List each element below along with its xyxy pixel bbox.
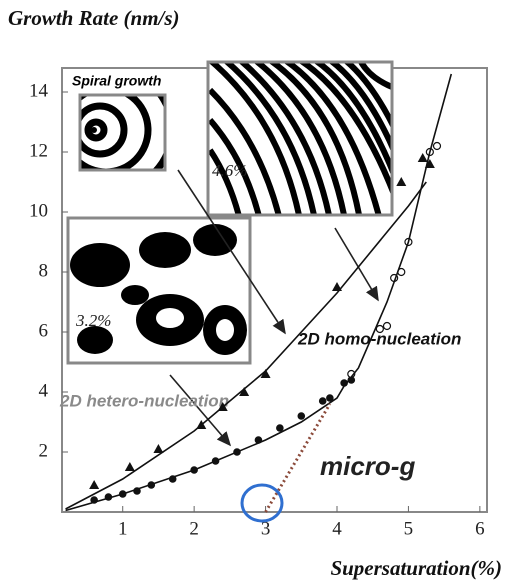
annotation: 2D hetero-nucleation: [59, 391, 229, 410]
x-tick-label: 1: [118, 518, 128, 539]
fit-line: [65, 73, 453, 512]
annotation: micro-g: [320, 451, 415, 481]
y-tick-label: 6: [39, 320, 49, 341]
x-tick-label: 5: [404, 518, 414, 539]
point: [347, 376, 356, 384]
point: [318, 397, 327, 405]
point: [239, 387, 250, 396]
arrow: [177, 169, 286, 335]
point: [375, 324, 384, 334]
inset-frame: [66, 216, 252, 365]
y-tick-label: 12: [29, 140, 48, 161]
y-tick-label: 10: [29, 200, 48, 221]
chart-title: Growth Rate (nm/s): [8, 6, 180, 30]
point: [382, 321, 392, 331]
arrow: [169, 374, 232, 447]
fit-line: [65, 181, 427, 510]
arrow: [334, 227, 379, 302]
inset-frame: [206, 60, 394, 217]
point: [153, 444, 164, 453]
point: [276, 424, 284, 432]
point: [396, 177, 407, 186]
point: [417, 153, 428, 162]
inset-label: 4.6%: [212, 161, 247, 180]
point: [432, 141, 442, 151]
point: [297, 412, 306, 420]
y-tick-label: 14: [29, 80, 49, 101]
spiral-inset: [80, 95, 165, 170]
annotation: Spiral growth: [72, 73, 161, 89]
fit-line: [264, 403, 332, 513]
point: [89, 480, 100, 489]
inset-label: 3.2%: [75, 311, 111, 330]
homo-inset: [208, 62, 392, 215]
inset-frame: [78, 93, 167, 172]
hetero-inset: [68, 218, 250, 363]
point: [260, 369, 271, 378]
x-tick-label: 4: [332, 518, 342, 539]
y-tick-label: 4: [39, 380, 49, 401]
highlight-circle: [240, 483, 284, 523]
point: [124, 462, 135, 471]
y-tick-label: 2: [39, 440, 49, 461]
x-axis-label: Supersaturation(%): [330, 556, 502, 580]
x-tick-label: 3: [261, 518, 271, 539]
y-tick-label: 8: [39, 260, 49, 281]
annotation: 2D homo-nucleation: [297, 329, 461, 348]
x-tick-label: 2: [189, 518, 199, 539]
point: [326, 394, 334, 402]
point: [340, 379, 348, 387]
x-tick-label: 6: [475, 518, 485, 539]
